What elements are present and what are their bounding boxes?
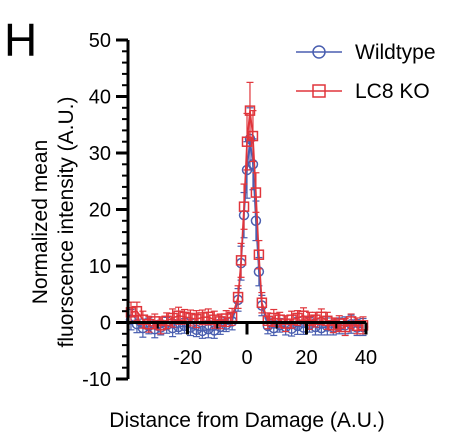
y-tick-label: -10: [82, 369, 111, 391]
data-point: [253, 249, 265, 260]
data-point: [304, 315, 315, 327]
data-point: [238, 201, 250, 212]
y-tick-label: 10: [89, 256, 111, 278]
data-point: [235, 255, 247, 266]
data-point: [232, 291, 244, 303]
legend-label: Wildtype: [355, 41, 436, 64]
series-lc8-ko: [125, 81, 369, 337]
data-point: [161, 315, 172, 327]
data-point: [125, 307, 137, 318]
data-point: [250, 187, 262, 198]
axes: -10 0 10 20 30 40 50 -20 0 20 40: [82, 30, 377, 391]
data-point: [328, 320, 339, 331]
data-point: [241, 136, 253, 147]
legend-label: LC8 KO: [355, 80, 430, 103]
x-tick-label: 40: [355, 347, 377, 369]
x-tick-label: 0: [241, 347, 252, 369]
data-point: [357, 320, 369, 331]
data-point: [250, 215, 262, 227]
legend-marker: [312, 84, 326, 98]
plot-area: [125, 81, 369, 339]
x-tick-label: -20: [173, 347, 202, 369]
x-axis-label: Distance from Damage (A.U.): [109, 409, 384, 432]
y-tick-label: 40: [89, 87, 111, 109]
data-point: [173, 310, 184, 321]
y-tick-label: 20: [89, 200, 111, 222]
data-point: [256, 297, 268, 308]
legend-marker: [312, 45, 326, 59]
legend: Wildtype LC8 KO: [296, 41, 436, 103]
y-axis-label-line1: Normalized mean: [29, 140, 52, 305]
data-point: [310, 314, 321, 325]
data-point: [197, 325, 208, 337]
data-point: [286, 314, 297, 325]
y-tick-label: 50: [89, 30, 111, 52]
data-point: [143, 318, 155, 330]
data-point: [262, 315, 274, 327]
x-tick-label: 20: [295, 347, 317, 369]
data-point: [209, 314, 220, 325]
panel-label: H: [4, 14, 37, 66]
y-tick-label: 30: [89, 143, 111, 165]
data-point: [247, 130, 259, 142]
y-tick-label: 0: [100, 313, 111, 335]
y-axis-label-line2: fluorscence intensity (A.U.): [55, 97, 78, 348]
